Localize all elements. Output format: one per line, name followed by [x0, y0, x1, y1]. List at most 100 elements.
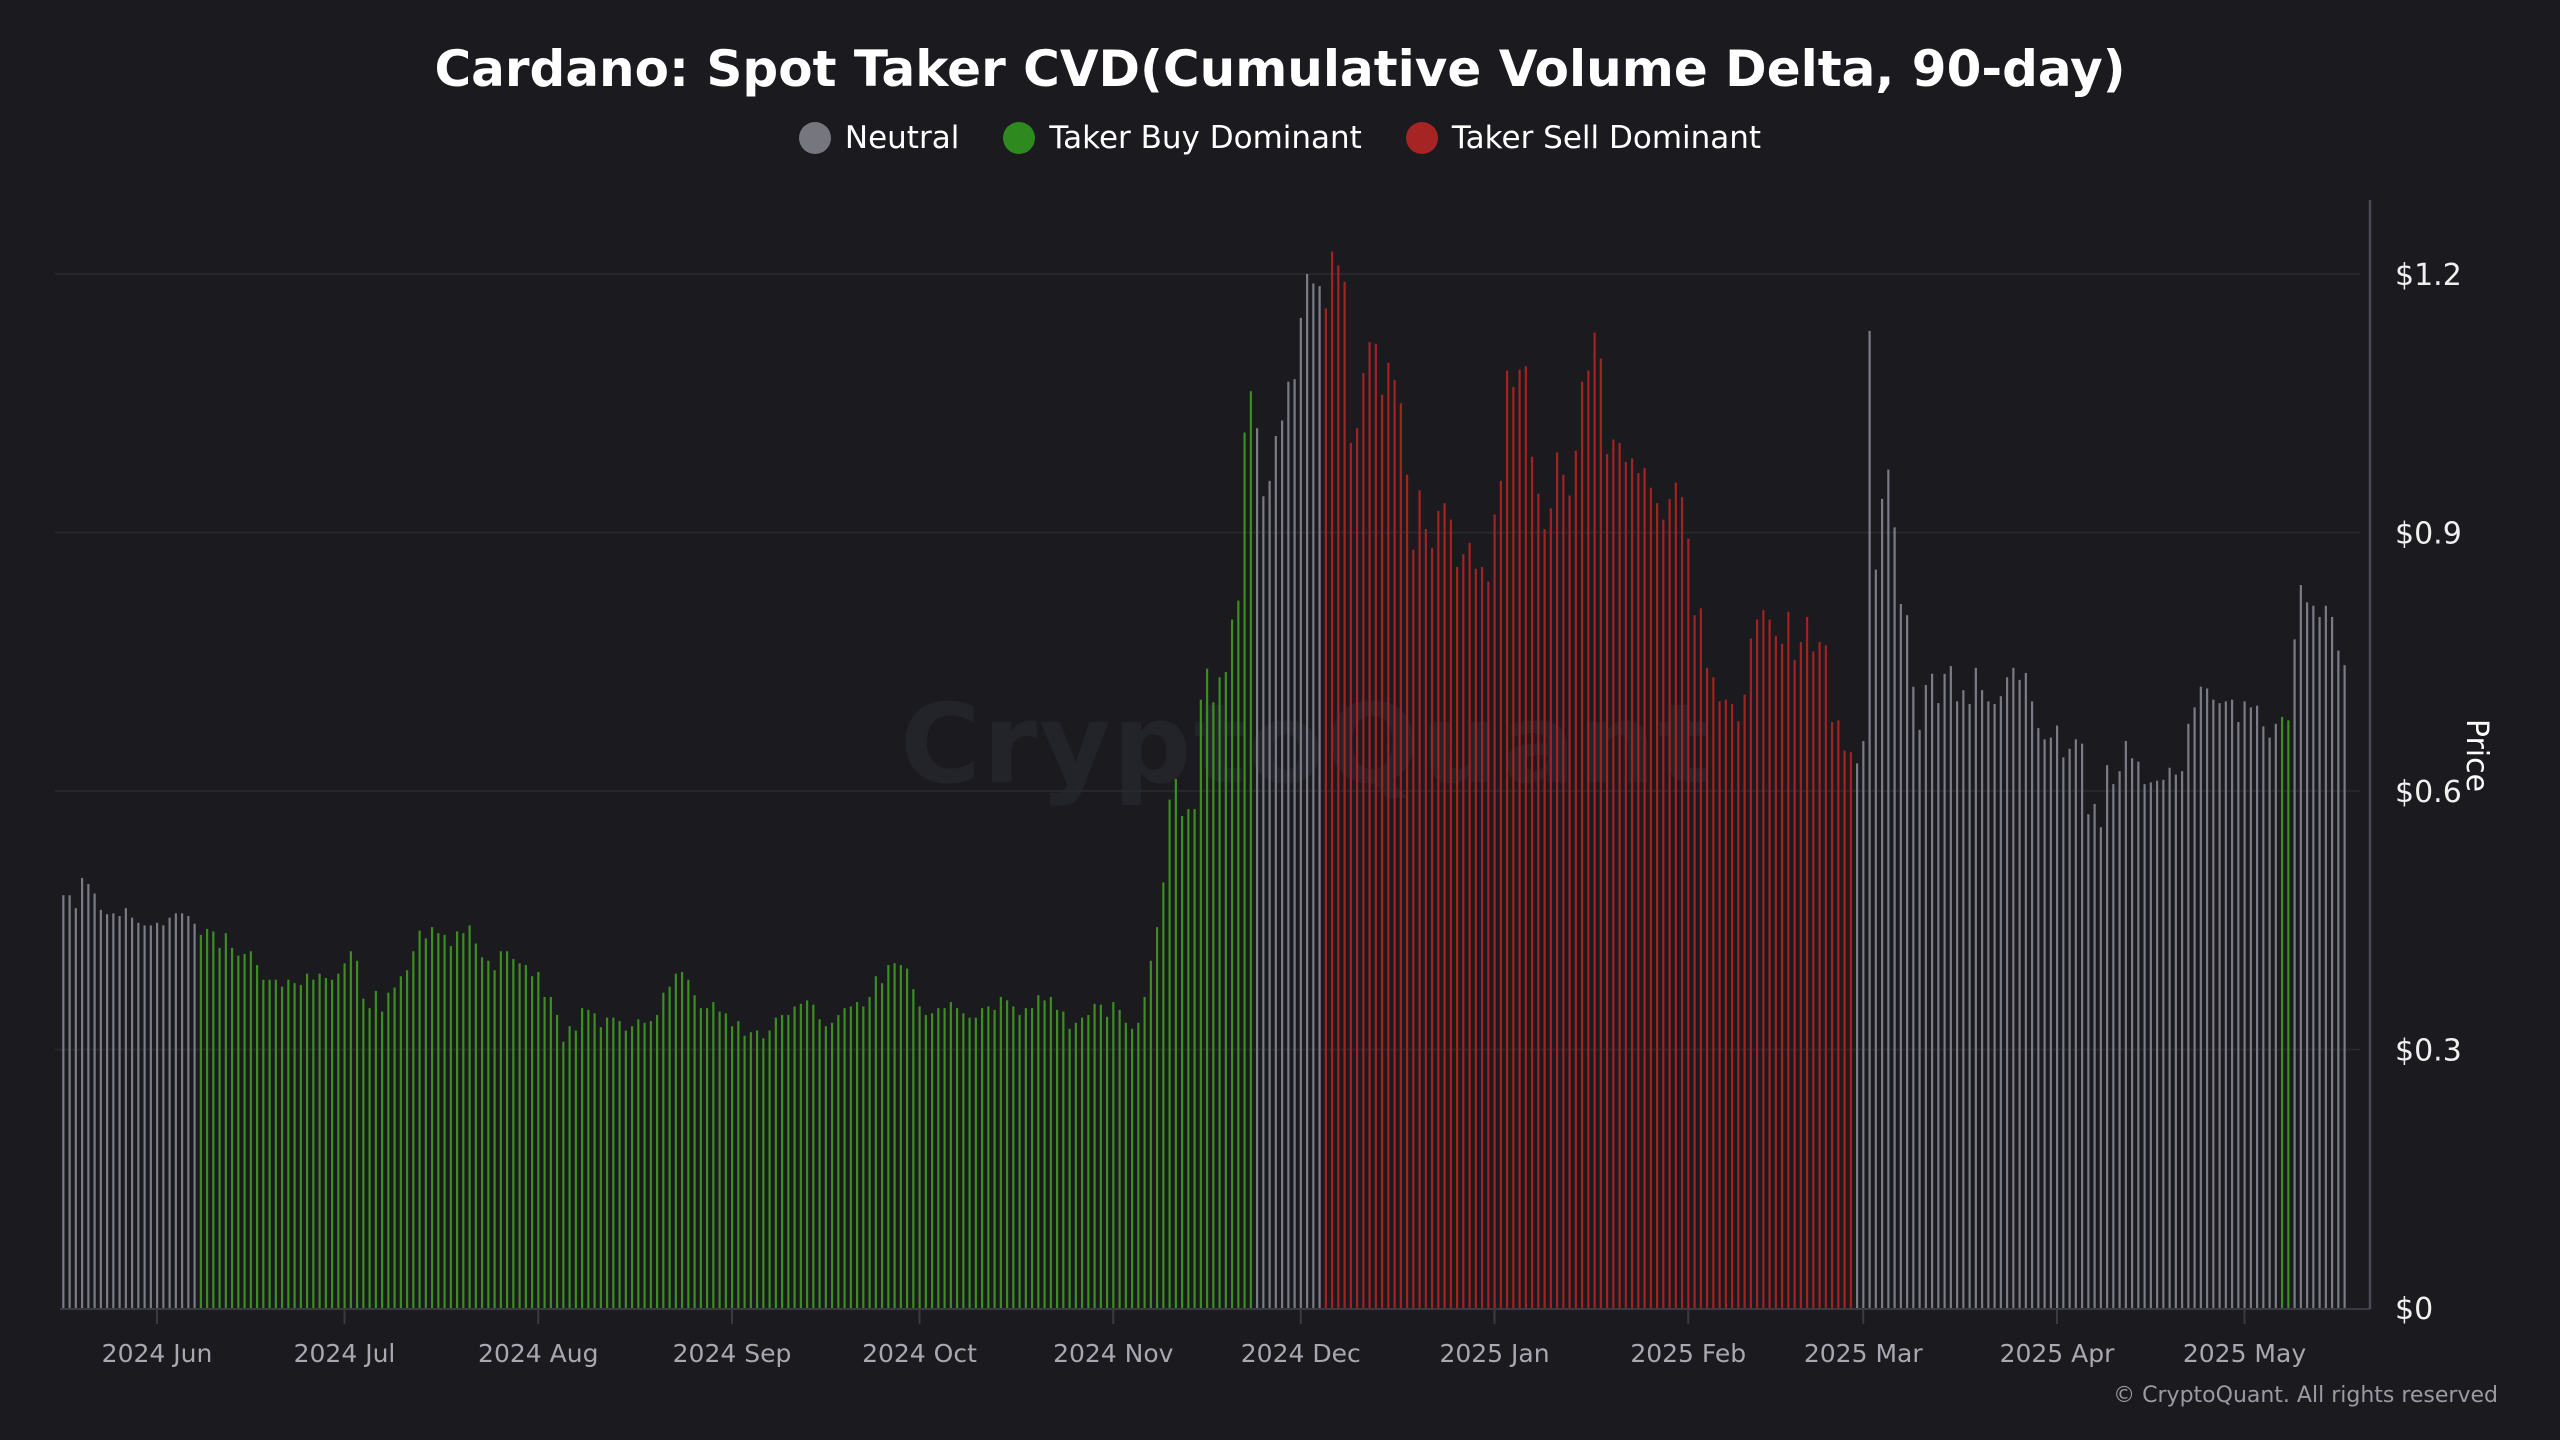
- x-tick-label: 2025 Jan: [1439, 1339, 1549, 1368]
- bar-buy: [899, 965, 902, 1308]
- bar-sell: [1643, 467, 1646, 1308]
- bar-sell: [1518, 369, 1521, 1308]
- bar-neutral: [2068, 748, 2071, 1308]
- bar-buy: [206, 928, 209, 1308]
- y-tick-label: $0.3: [2395, 1034, 2462, 1069]
- y-tick-label: $0: [2395, 1292, 2433, 1327]
- bar-buy: [437, 933, 440, 1308]
- bar-neutral: [87, 884, 90, 1308]
- bar-buy: [887, 965, 890, 1308]
- bar-neutral: [1949, 666, 1952, 1308]
- bar-neutral: [2074, 739, 2077, 1308]
- bar-buy: [1118, 1009, 1121, 1308]
- bar-sell: [1624, 461, 1627, 1308]
- bar-buy: [968, 1017, 971, 1308]
- bar-neutral: [2199, 686, 2202, 1308]
- bar-buy: [956, 1008, 959, 1308]
- bar-buy: [768, 1030, 771, 1308]
- bar-sell: [1737, 721, 1740, 1308]
- bar-sell: [1699, 608, 1702, 1308]
- bar-buy: [537, 971, 540, 1308]
- bar-neutral: [2112, 784, 2115, 1308]
- bar-buy: [1031, 1008, 1034, 1308]
- bar-neutral: [124, 908, 127, 1308]
- bar-sell: [1587, 370, 1590, 1308]
- bar-buy: [806, 1000, 809, 1308]
- bar-sell: [1374, 343, 1377, 1308]
- bar-sell: [1712, 677, 1715, 1308]
- bar-neutral: [1906, 615, 1909, 1308]
- legend-item-buy[interactable]: Taker Buy Dominant: [1003, 120, 1362, 156]
- bar-sell: [1637, 473, 1640, 1308]
- bar-sell: [1656, 503, 1659, 1308]
- bar-neutral: [2106, 765, 2109, 1308]
- bar-neutral: [81, 878, 84, 1308]
- bar-neutral: [2224, 701, 2227, 1308]
- bar-buy: [243, 953, 246, 1308]
- bar-buy: [456, 931, 459, 1308]
- bar-buy: [556, 1015, 559, 1308]
- bar-neutral: [62, 895, 65, 1308]
- bar-buy: [799, 1003, 802, 1308]
- bar-buy: [1087, 1015, 1090, 1308]
- bar-buy: [1212, 702, 1215, 1308]
- bar-neutral: [2012, 667, 2015, 1308]
- bar-buy: [337, 973, 340, 1308]
- bar-buy: [1049, 996, 1052, 1308]
- bar-buy: [674, 973, 677, 1308]
- bar-buy: [362, 998, 365, 1308]
- bar-neutral: [2343, 665, 2346, 1308]
- bar-buy: [1062, 1011, 1065, 1308]
- bar-neutral: [1862, 741, 1865, 1308]
- bar-buy: [487, 960, 490, 1308]
- bar-neutral: [2193, 707, 2196, 1308]
- bar-neutral: [68, 895, 71, 1308]
- bar-sell: [1543, 529, 1546, 1308]
- bar-sell: [1787, 611, 1790, 1308]
- bar-neutral: [2324, 605, 2327, 1308]
- legend-item-sell[interactable]: Taker Sell Dominant: [1405, 120, 1761, 156]
- bar-buy: [462, 933, 465, 1308]
- bar-buy: [468, 925, 471, 1308]
- bar-neutral: [2218, 703, 2221, 1308]
- bar-buy: [543, 996, 546, 1308]
- bar-neutral: [2187, 723, 2190, 1308]
- x-tick-label: 2025 May: [2183, 1339, 2306, 1368]
- bar-buy: [981, 1008, 984, 1308]
- bar-neutral: [1981, 690, 1984, 1308]
- bar-neutral: [2181, 771, 2184, 1308]
- bar-neutral: [2249, 707, 2252, 1308]
- bar-buy: [224, 933, 227, 1308]
- bar-neutral: [2293, 639, 2296, 1308]
- bar-sell: [1799, 641, 1802, 1308]
- bar-buy: [343, 963, 346, 1308]
- bar-buy: [687, 979, 690, 1308]
- bar-sell: [1768, 619, 1771, 1308]
- legend-item-neutral[interactable]: Neutral: [798, 120, 959, 156]
- bar-sell: [1406, 474, 1409, 1309]
- bar-neutral: [2049, 737, 2052, 1308]
- bar-sell: [1412, 549, 1415, 1308]
- bar-buy: [868, 996, 871, 1308]
- bar-buy: [912, 989, 915, 1308]
- bar-sell: [1824, 645, 1827, 1308]
- bar-sell: [1593, 332, 1596, 1308]
- bar-sell: [1443, 503, 1446, 1308]
- bar-sell: [1568, 495, 1571, 1308]
- bar-buy: [718, 1011, 721, 1308]
- bar-buy: [1224, 672, 1227, 1308]
- bar-buy: [387, 992, 390, 1308]
- bar-neutral: [1987, 701, 1990, 1308]
- bar-neutral: [2018, 679, 2021, 1308]
- bar-buy: [1124, 1022, 1127, 1308]
- bar-buy: [631, 1026, 634, 1308]
- bar-buy: [618, 1021, 621, 1308]
- bar-buy: [1243, 432, 1246, 1309]
- bar-buy: [1006, 1000, 1009, 1308]
- bar-buy: [1168, 799, 1171, 1308]
- bar-buy: [668, 986, 671, 1308]
- bar-neutral: [1918, 729, 1921, 1308]
- x-tick-label: 2024 Nov: [1053, 1339, 1174, 1368]
- x-tick-label: 2024 Dec: [1241, 1339, 1361, 1368]
- bar-neutral: [2262, 726, 2265, 1308]
